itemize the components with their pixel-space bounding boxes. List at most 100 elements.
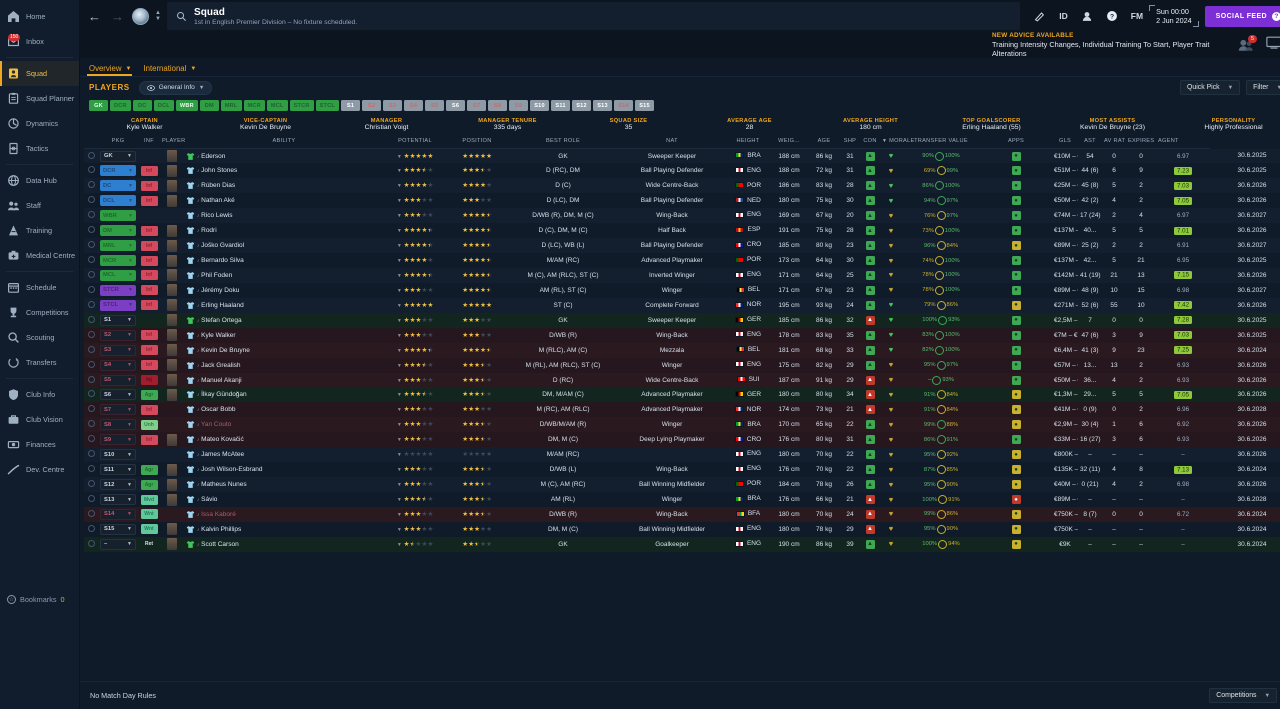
col-header-agent[interactable]: AGENT: [1156, 135, 1210, 149]
select-circle-icon[interactable]: [87, 226, 95, 234]
row-select-cell[interactable]: [84, 253, 98, 268]
position-dropdown[interactable]: S14 ▼: [100, 508, 136, 520]
info-tag[interactable]: Wnt: [140, 509, 158, 520]
player-name-cell[interactable]: ♪ Kalvin Phillips: [184, 522, 384, 537]
info-tag[interactable]: Inf: [140, 434, 158, 445]
game-date-display[interactable]: Sun 00:00 2 Jun 2024: [1149, 5, 1199, 27]
position-tag-s14[interactable]: S14: [614, 100, 634, 111]
position-slot-cell[interactable]: STCR ▼: [98, 283, 138, 298]
player-name[interactable]: Phil Foden: [201, 272, 233, 280]
table-row[interactable]: S4 ▼ Inf ♪ Jack Grealish ▼ ★ ★ ★ ★ ★ ★ ★ ★ ★ ★ M (RL)…: [84, 357, 1280, 373]
row-select-cell[interactable]: [84, 432, 98, 447]
row-select-cell[interactable]: [84, 522, 98, 537]
select-circle-icon[interactable]: [87, 166, 95, 174]
position-tag-mcl[interactable]: MCL: [266, 100, 288, 111]
select-circle-icon[interactable]: [87, 435, 95, 443]
position-dropdown[interactable]: S13 ▼: [100, 494, 136, 506]
sidebar-item-scouting[interactable]: Scouting: [0, 325, 79, 350]
player-name-cell[interactable]: ♪ Mateo Kovačić: [184, 432, 384, 447]
col-header-weight[interactable]: WEIG...: [770, 135, 808, 149]
info-tag[interactable]: Inf: [140, 180, 158, 191]
info-tag[interactable]: Inf: [140, 255, 158, 266]
select-circle-icon[interactable]: [87, 181, 95, 189]
table-row[interactable]: DC ▼ Inf ♪ Rúben Dias ▼ ★ ★ ★ ★ ★ ★ ★ ★ ★ ★ D (C) Wide…: [84, 178, 1280, 194]
sidebar-item-finances[interactable]: Finances: [0, 432, 79, 457]
table-row[interactable]: S15 ▼ Wnt ♪ Kalvin Phillips ▼ ★ ★ ★ ★ ★ ★ ★ ★ ★ ★ DM,…: [84, 522, 1280, 537]
position-tag-s9[interactable]: S9: [509, 100, 529, 111]
position-slot-cell[interactable]: S12 ▼: [98, 477, 138, 492]
player-name[interactable]: Kyle Walker: [201, 331, 236, 339]
position-tag-dcl[interactable]: DCL: [153, 100, 174, 111]
col-header-inf[interactable]: INF: [138, 135, 160, 149]
info-tag[interactable]: Inf: [140, 240, 158, 251]
position-slot-cell[interactable]: MCL ▼: [98, 268, 138, 283]
position-slot-cell[interactable]: S5 ▼: [98, 373, 138, 388]
position-tag-s8[interactable]: S8: [488, 100, 508, 111]
info-tag[interactable]: Ret: [144, 541, 154, 548]
search-icon[interactable]: [176, 11, 187, 22]
select-circle-icon[interactable]: [87, 241, 95, 249]
position-slot-cell[interactable]: S10 ▼: [98, 447, 138, 462]
info-tag[interactable]: Inf: [140, 195, 158, 206]
club-crest-icon[interactable]: [132, 7, 149, 25]
edit-icon[interactable]: [1034, 8, 1046, 24]
select-circle-icon[interactable]: [87, 196, 95, 204]
row-select-cell[interactable]: [84, 298, 98, 313]
position-tag-s11[interactable]: S11: [551, 100, 571, 111]
social-feed-help-icon[interactable]: ?: [1272, 11, 1280, 21]
table-row[interactable]: DCR ▼ Inf ♪ John Stones ▼ ★ ★ ★ ★ ★ ★ ★ ★ ★ ★ D (RC),…: [84, 163, 1280, 178]
col-header-value[interactable]: TRANSFER VALUE: [902, 135, 980, 149]
player-name[interactable]: Sávio: [201, 496, 218, 504]
select-circle-icon[interactable]: [87, 270, 95, 278]
forward-arrow-icon[interactable]: →: [111, 8, 124, 24]
col-header-age[interactable]: AGE: [808, 135, 840, 149]
social-feed-button[interactable]: SOCIAL FEED ?: [1204, 5, 1280, 27]
position-tag-stcr[interactable]: STCR: [289, 100, 314, 111]
select-circle-icon[interactable]: [87, 151, 95, 159]
player-name[interactable]: Yan Couto: [201, 421, 232, 429]
position-dropdown[interactable]: WBR ▼: [100, 210, 136, 222]
position-slot-cell[interactable]: S14 ▼: [98, 507, 138, 522]
player-name[interactable]: Oscar Bobb: [201, 406, 236, 414]
select-circle-icon[interactable]: [87, 345, 95, 353]
sidebar-item-squad[interactable]: Squad: [0, 61, 79, 86]
position-slot-cell[interactable]: DCL ▼: [98, 193, 138, 208]
player-name-cell[interactable]: ♪ Yan Couto: [184, 417, 384, 432]
player-name[interactable]: Rico Lewis: [201, 212, 233, 220]
info-tag[interactable]: Agr: [140, 389, 158, 400]
col-header-potential[interactable]: POTENTIAL: [384, 135, 446, 149]
position-slot-cell[interactable]: S3 ▼: [98, 343, 138, 358]
player-name[interactable]: Joško Gvardiol: [201, 242, 245, 250]
col-header-avrat[interactable]: AV RAT: [1102, 135, 1126, 149]
position-tag-s13[interactable]: S13: [593, 100, 613, 111]
position-tag-s3[interactable]: S3: [383, 100, 403, 111]
sidebar-item-schedule[interactable]: Schedule: [0, 275, 79, 300]
sidebar-item-dev-centre[interactable]: Dev. Centre: [0, 457, 79, 482]
row-select-cell[interactable]: [84, 193, 98, 208]
row-select-cell[interactable]: [84, 373, 98, 388]
player-name-cell[interactable]: ♪ Jérémy Doku: [184, 283, 384, 298]
position-dropdown[interactable]: DC ▼: [100, 180, 136, 192]
position-slot-cell[interactable]: S13 ▼: [98, 492, 138, 507]
sidebar-item-club-vision[interactable]: Club Vision: [0, 407, 79, 432]
player-name-cell[interactable]: ♪ Matheus Nunes: [184, 477, 384, 492]
position-tag-gk[interactable]: GK: [89, 100, 108, 111]
player-name[interactable]: Kalvin Phillips: [201, 526, 242, 534]
table-row[interactable]: S1 ▼ ♪ Stefan Ortega ▼ ★ ★ ★ ★ ★ ★ ★ ★ ★ ★ GK Sweeper…: [84, 312, 1280, 328]
info-tag[interactable]: Wnt: [140, 524, 158, 535]
player-name[interactable]: Nathan Aké: [201, 197, 235, 205]
info-tag[interactable]: Inf: [140, 330, 158, 341]
col-header-morale[interactable]: ▼ MORALE: [880, 135, 914, 149]
player-name-cell[interactable]: ♪ Oscar Bobb: [184, 402, 384, 417]
position-dropdown[interactable]: MRL ▼: [100, 240, 136, 252]
position-dropdown[interactable]: S9 ▼: [100, 434, 136, 446]
table-row[interactable]: WBR ▼ ♪ Rico Lewis ▼ ★ ★ ★ ★ ★ ★ ★ ★ ★ ★ D/WB (R), D…: [84, 208, 1280, 224]
player-name[interactable]: Kevin De Bruyne: [201, 346, 250, 354]
sidebar-item-club-info[interactable]: Club Info: [0, 382, 79, 407]
player-name-cell[interactable]: ♪ Sávio: [184, 492, 384, 507]
position-slot-cell[interactable]: S2 ▼: [98, 328, 138, 343]
manager-icon[interactable]: [1081, 8, 1093, 24]
position-slot-cell[interactable]: S15 ▼: [98, 522, 138, 537]
select-circle-icon[interactable]: [87, 405, 95, 413]
position-dropdown[interactable]: – ▼: [100, 538, 136, 550]
